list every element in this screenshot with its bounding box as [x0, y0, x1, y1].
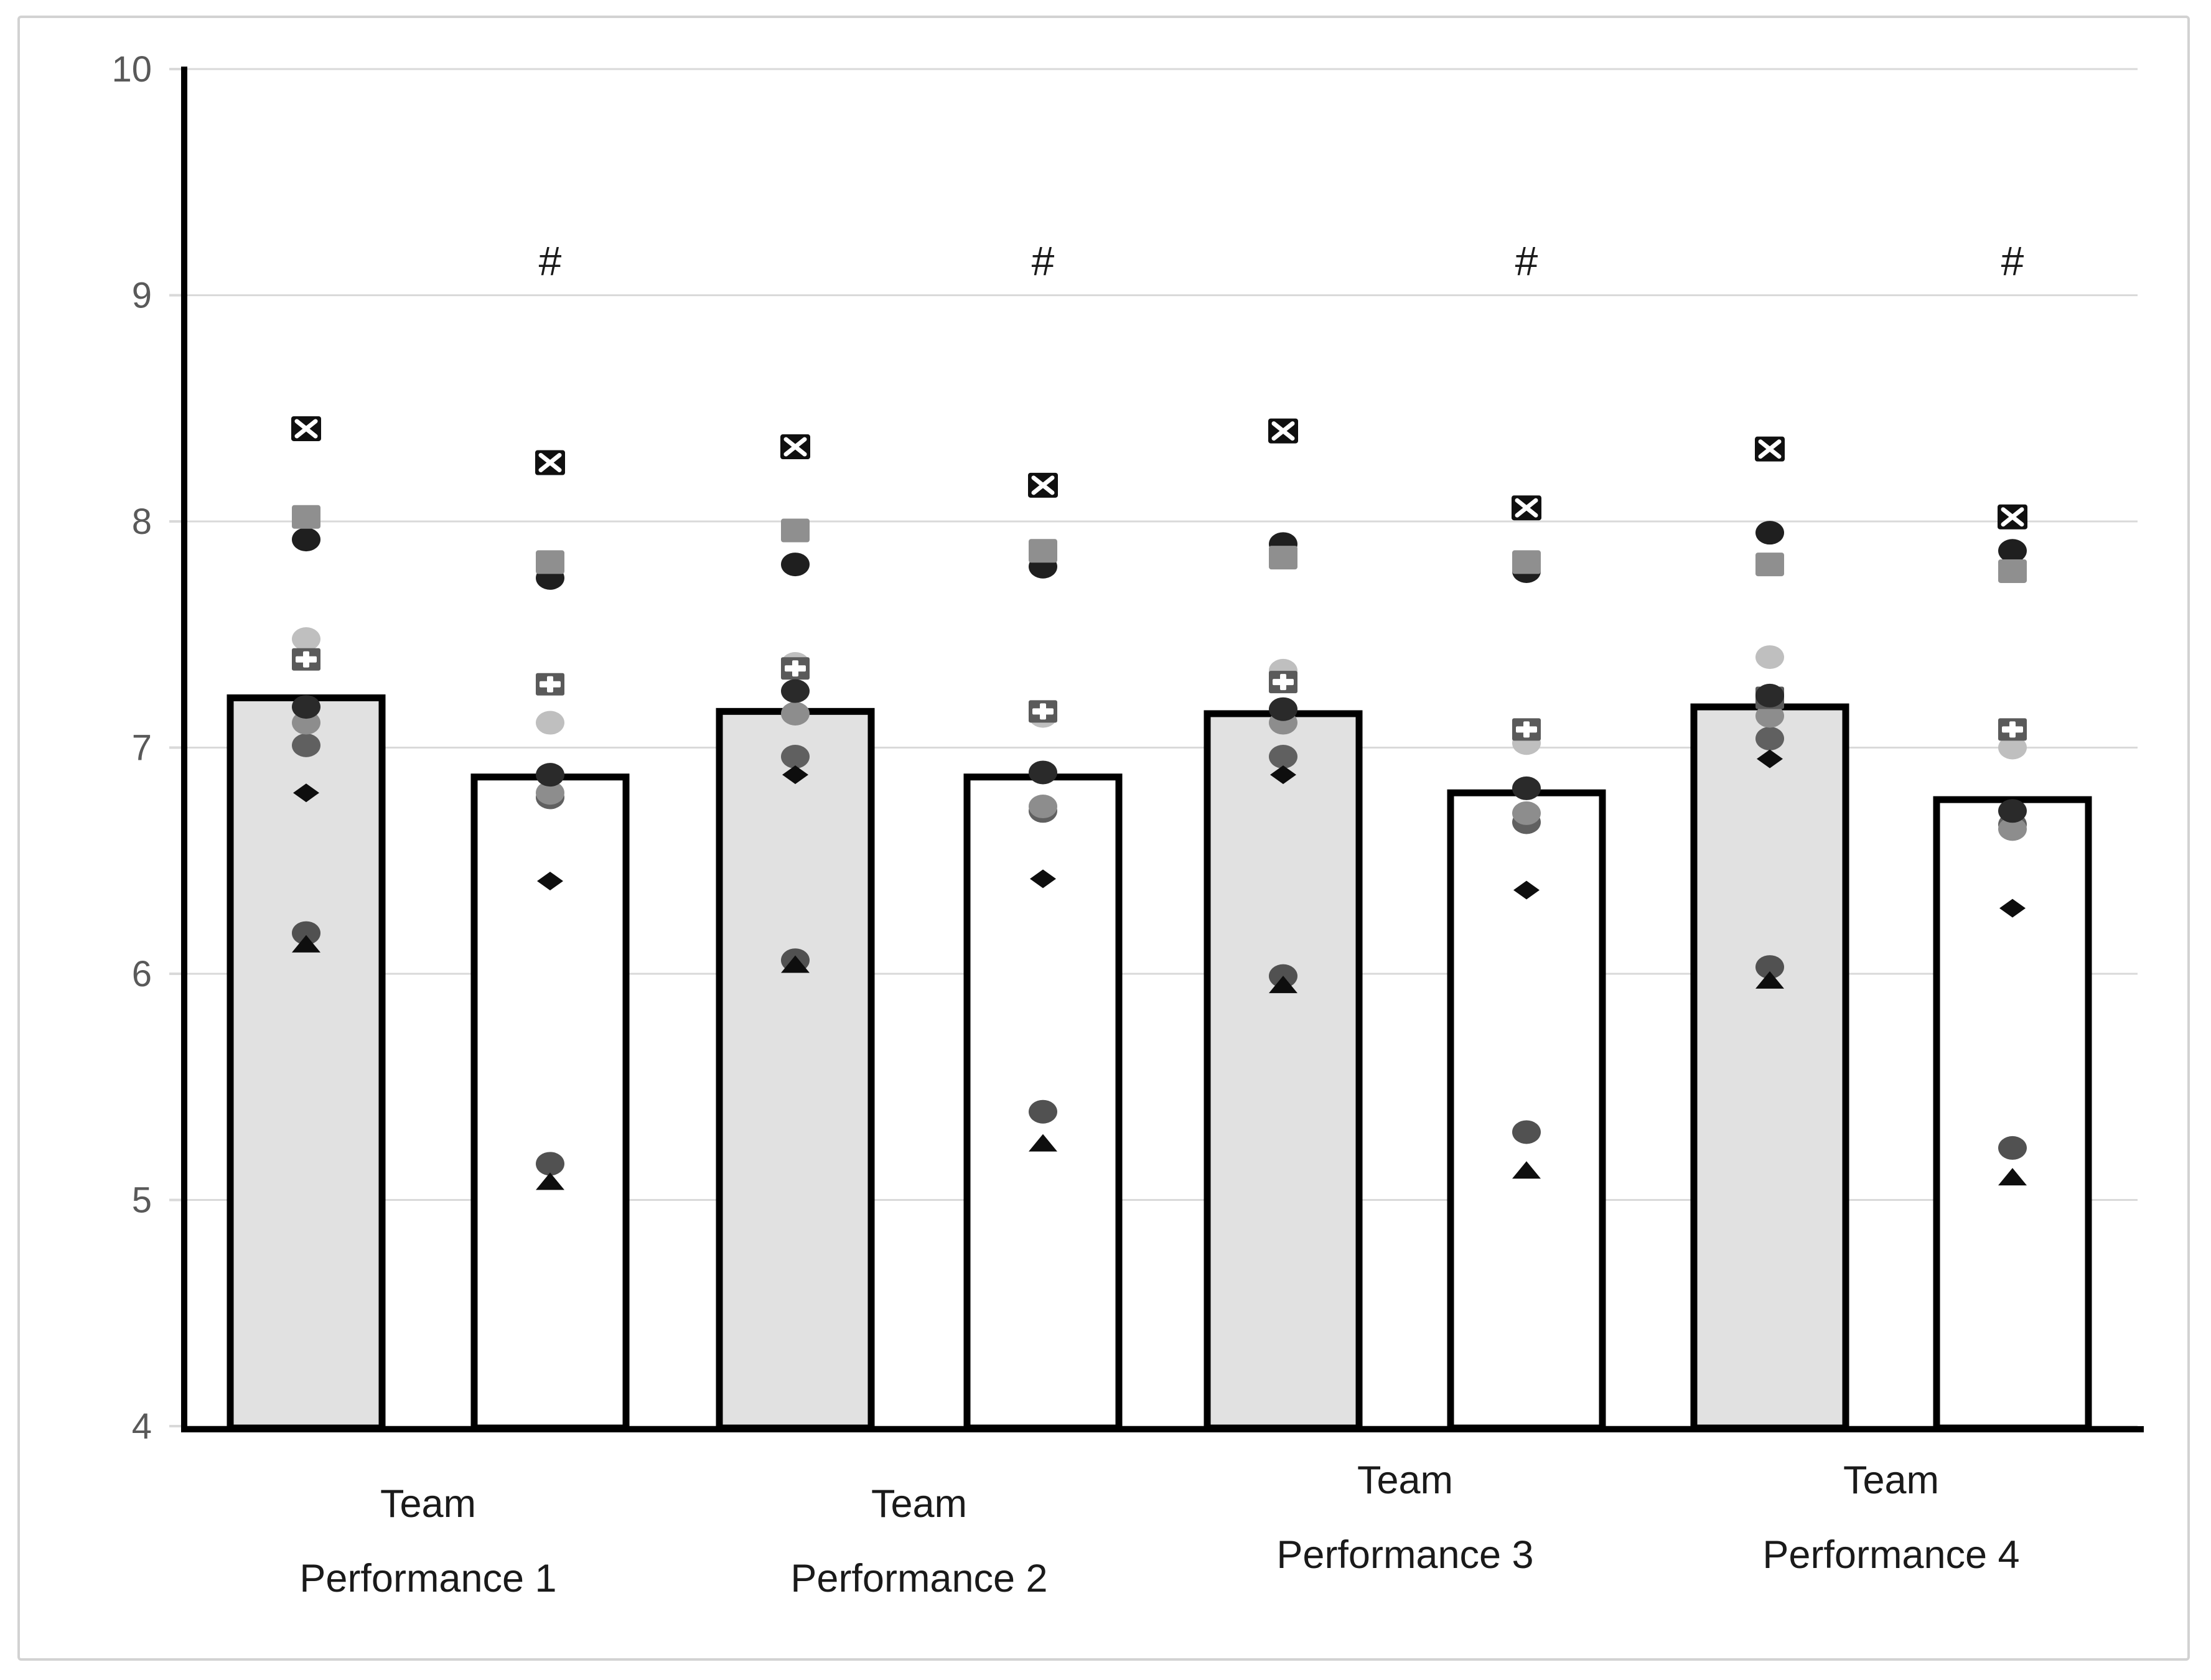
marker-black-circle — [1755, 521, 1784, 545]
marker-plus-glyph — [1280, 674, 1286, 691]
marker-dark-circle — [1512, 776, 1541, 800]
y-tick-label: 8 — [132, 502, 152, 542]
marker-x-glyph — [1758, 439, 1782, 459]
marker-light-gray-circle — [1998, 735, 2027, 760]
marker-black-triangle — [536, 1172, 564, 1190]
x-category-label: Team Performance 1 — [299, 1482, 556, 1600]
marker-gray-square — [1029, 539, 1057, 563]
marker-x-glyph — [1515, 498, 1538, 518]
y-tick-label: 6 — [132, 954, 152, 994]
marker-plus-glyph — [303, 651, 309, 668]
x-category-label: Team Performance 2 — [790, 1482, 1047, 1600]
marker-black-circle — [781, 553, 810, 577]
marker-black-diamond — [293, 783, 319, 803]
marker-x-glyph — [2001, 507, 2024, 527]
marker-black-diamond — [1270, 765, 1296, 785]
y-tick-label: 5 — [132, 1180, 152, 1221]
marker-dark-circle — [1755, 683, 1784, 707]
marker-gray-circle — [781, 701, 810, 726]
marker-x-glyph — [1031, 475, 1055, 495]
bar-shaded-bar — [716, 707, 875, 1432]
marker-slate-gray-circle — [536, 1152, 564, 1176]
marker-light-gray-circle — [292, 627, 320, 651]
marker-x-glyph — [1271, 421, 1295, 441]
marker-slate-gray-circle — [1512, 1120, 1541, 1144]
marker-mid-gray-circle — [1269, 745, 1297, 769]
marker-plus-glyph — [547, 676, 553, 693]
marker-gray-circle — [1512, 801, 1541, 825]
bar-shaded-bar — [1204, 710, 1363, 1432]
marker-dark-circle — [292, 695, 320, 719]
marker-black-circle — [1998, 539, 2027, 563]
marker-black-triangle — [781, 955, 810, 973]
marker-gray-square — [1269, 546, 1297, 570]
marker-gray-square — [1512, 550, 1541, 574]
bar-shaded-bar — [1690, 703, 1849, 1432]
significance-hash: # — [1515, 238, 1538, 284]
significance-hash: # — [539, 238, 562, 284]
marker-black-triangle — [1755, 971, 1784, 989]
marker-gray-square — [292, 505, 320, 529]
significance-hash: # — [1032, 238, 1055, 284]
marker-black-diamond — [782, 765, 808, 785]
marker-gray-square — [536, 550, 564, 574]
marker-black-triangle — [1029, 1134, 1057, 1152]
marker-black-diamond — [1513, 880, 1540, 900]
y-tick-label: 4 — [132, 1406, 152, 1447]
marker-x-glyph — [783, 437, 807, 457]
bar-shaded-bar — [227, 694, 386, 1432]
marker-black-circle — [292, 528, 320, 552]
marker-gray-circle — [1755, 704, 1784, 728]
marker-plus-glyph — [2009, 721, 2016, 738]
marker-dark-circle — [1029, 760, 1057, 785]
x-category-label: Team Performance 4 — [1762, 1458, 2019, 1577]
marker-gray-square — [1998, 559, 2027, 583]
marker-slate-gray-circle — [1998, 1136, 2027, 1160]
marker-plus-glyph — [1523, 721, 1530, 738]
marker-dark-circle — [1998, 799, 2027, 823]
y-tick-label: 7 — [132, 728, 152, 768]
marker-dark-circle — [781, 679, 810, 703]
y-tick-label: 10 — [111, 49, 152, 90]
marker-x-glyph — [294, 419, 318, 439]
y-tick-label: 9 — [132, 276, 152, 316]
bar-white-bar — [1933, 796, 2092, 1432]
marker-gray-circle — [1029, 795, 1057, 819]
marker-gray-square — [1755, 553, 1784, 577]
significance-hash: # — [2001, 238, 2024, 284]
marker-black-triangle — [1512, 1161, 1541, 1179]
marker-plus-glyph — [1040, 703, 1046, 720]
marker-black-triangle — [292, 935, 320, 953]
marker-light-gray-circle — [536, 711, 564, 735]
marker-black-diamond — [1757, 749, 1783, 768]
marker-black-diamond — [537, 871, 563, 890]
marker-black-triangle — [1998, 1168, 2027, 1186]
x-category-label: Team Performance 3 — [1276, 1458, 1533, 1577]
marker-dark-circle — [1269, 697, 1297, 721]
marker-dark-circle — [536, 763, 564, 787]
marker-slate-gray-circle — [1755, 955, 1784, 979]
marker-gray-square — [781, 518, 810, 543]
marker-slate-gray-circle — [1029, 1099, 1057, 1124]
marker-black-diamond — [1999, 898, 2026, 918]
marker-gray-circle — [536, 781, 564, 805]
marker-slate-gray-circle — [292, 921, 320, 945]
marker-mid-gray-circle — [292, 733, 320, 757]
marker-mid-gray-circle — [1755, 726, 1784, 750]
marker-x-glyph — [538, 452, 562, 472]
marker-black-triangle — [1269, 976, 1297, 994]
marker-mid-gray-circle — [781, 745, 810, 769]
marker-black-diamond — [1030, 869, 1056, 889]
marker-light-gray-circle — [1755, 645, 1784, 670]
marker-plus-glyph — [792, 660, 798, 677]
marker-gray-circle — [1998, 817, 2027, 841]
